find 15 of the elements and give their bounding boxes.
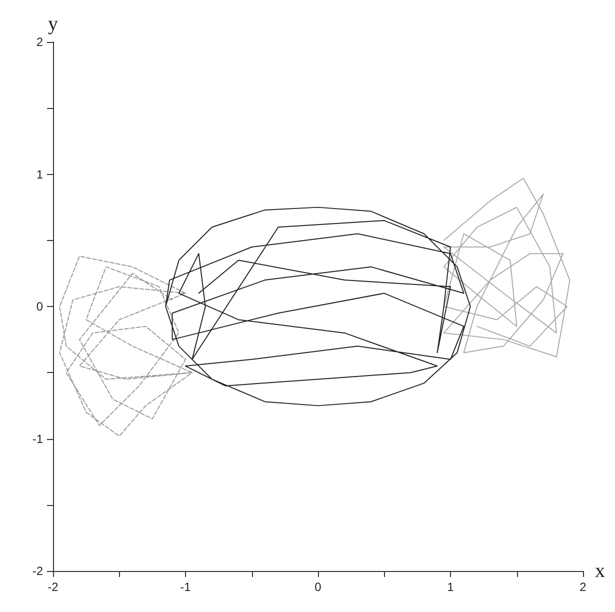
y-tick-label: -2: [32, 564, 44, 578]
y-tick-label: 1: [36, 167, 44, 182]
x-axis-title: x: [595, 560, 605, 582]
x-tick-label: 1: [447, 580, 454, 594]
line-series: [59, 256, 193, 437]
x-tick-label: 2: [580, 580, 587, 594]
y-tick-label: -1: [32, 432, 44, 446]
x-tick-label: -1: [180, 580, 192, 594]
x-tick-label: -2: [48, 580, 59, 594]
y-tick-label: 2: [36, 35, 44, 49]
y-axis-title: y: [48, 13, 58, 35]
line-series: [165, 206, 471, 406]
y-tick-label: 0: [36, 300, 44, 314]
line-series: [443, 178, 570, 358]
x-tick-label: 0: [314, 580, 322, 594]
